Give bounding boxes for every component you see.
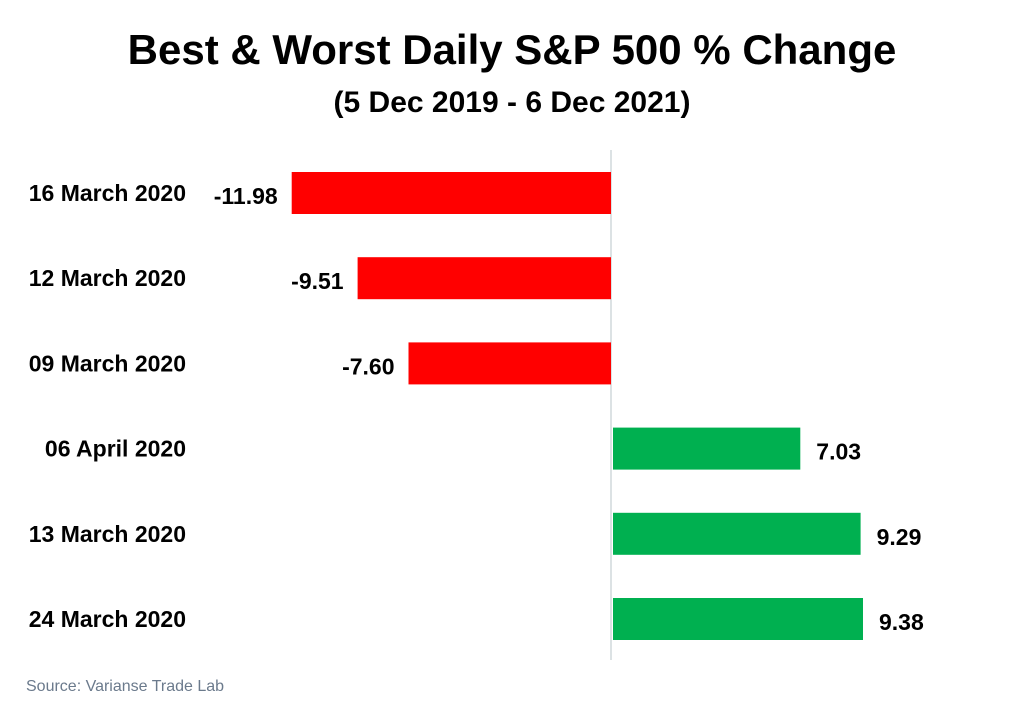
value-label-3: 7.03: [816, 439, 861, 465]
category-label-5: 24 March 2020: [29, 606, 186, 632]
value-label-1: -9.51: [291, 268, 344, 294]
value-label-4: 9.29: [877, 524, 922, 550]
bar-1: [357, 257, 611, 300]
category-label-3: 06 April 2020: [45, 436, 186, 462]
value-label-5: 9.38: [879, 609, 924, 635]
value-label-0: -11.98: [214, 183, 278, 209]
category-label-4: 13 March 2020: [29, 521, 186, 547]
category-label-1: 12 March 2020: [29, 265, 186, 291]
bar-4: [613, 512, 861, 555]
chart-subtitle: (5 Dec 2019 - 6 Dec 2021): [333, 86, 691, 119]
category-label-0: 16 March 2020: [29, 180, 186, 206]
chart-title: Best & Worst Daily S&P 500 % Change: [127, 26, 897, 73]
bar-5: [613, 598, 863, 640]
category-label-2: 09 March 2020: [29, 350, 186, 376]
bar-3: [613, 427, 801, 470]
bar-2: [408, 342, 611, 385]
bar-0: [291, 172, 611, 214]
value-label-2: -7.60: [342, 353, 394, 379]
source-note: Source: Varianse Trade Lab: [26, 678, 225, 695]
